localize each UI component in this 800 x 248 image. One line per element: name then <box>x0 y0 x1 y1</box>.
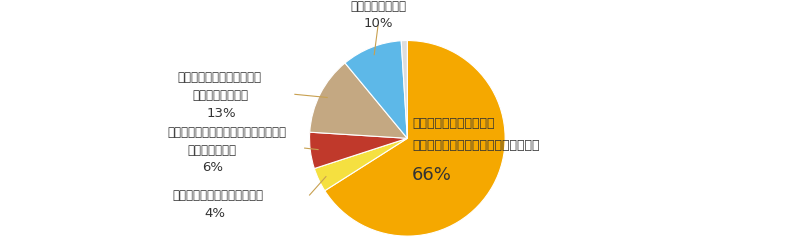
Text: 6%: 6% <box>202 161 223 174</box>
Text: 10%: 10% <box>363 17 393 31</box>
Text: 転職や、何らかの働き方の: 転職や、何らかの働き方の <box>178 71 262 84</box>
Text: 4%: 4% <box>204 207 225 220</box>
Text: 13%: 13% <box>207 107 237 120</box>
Text: 独立して、会社を設立したい: 独立して、会社を設立したい <box>173 188 264 202</box>
Text: 特に考えていない: 特に考えていない <box>350 0 406 13</box>
Wedge shape <box>401 40 407 138</box>
Wedge shape <box>314 138 407 191</box>
Text: 変更を考えている: 変更を考えている <box>192 89 248 102</box>
Text: より大きな談任を持って仕事をしたい: より大きな談任を持って仕事をしたい <box>412 139 540 152</box>
Wedge shape <box>325 40 505 236</box>
Wedge shape <box>345 41 407 138</box>
Text: として働きたい: として働きたい <box>187 144 236 156</box>
Wedge shape <box>310 63 407 138</box>
Text: 独立して、フリーランス・個人事業主: 独立して、フリーランス・個人事業主 <box>168 126 286 139</box>
Text: 66%: 66% <box>412 166 452 185</box>
Wedge shape <box>310 132 407 169</box>
Text: 今の組織の中で昇進し、: 今の組織の中で昇進し、 <box>412 117 494 130</box>
